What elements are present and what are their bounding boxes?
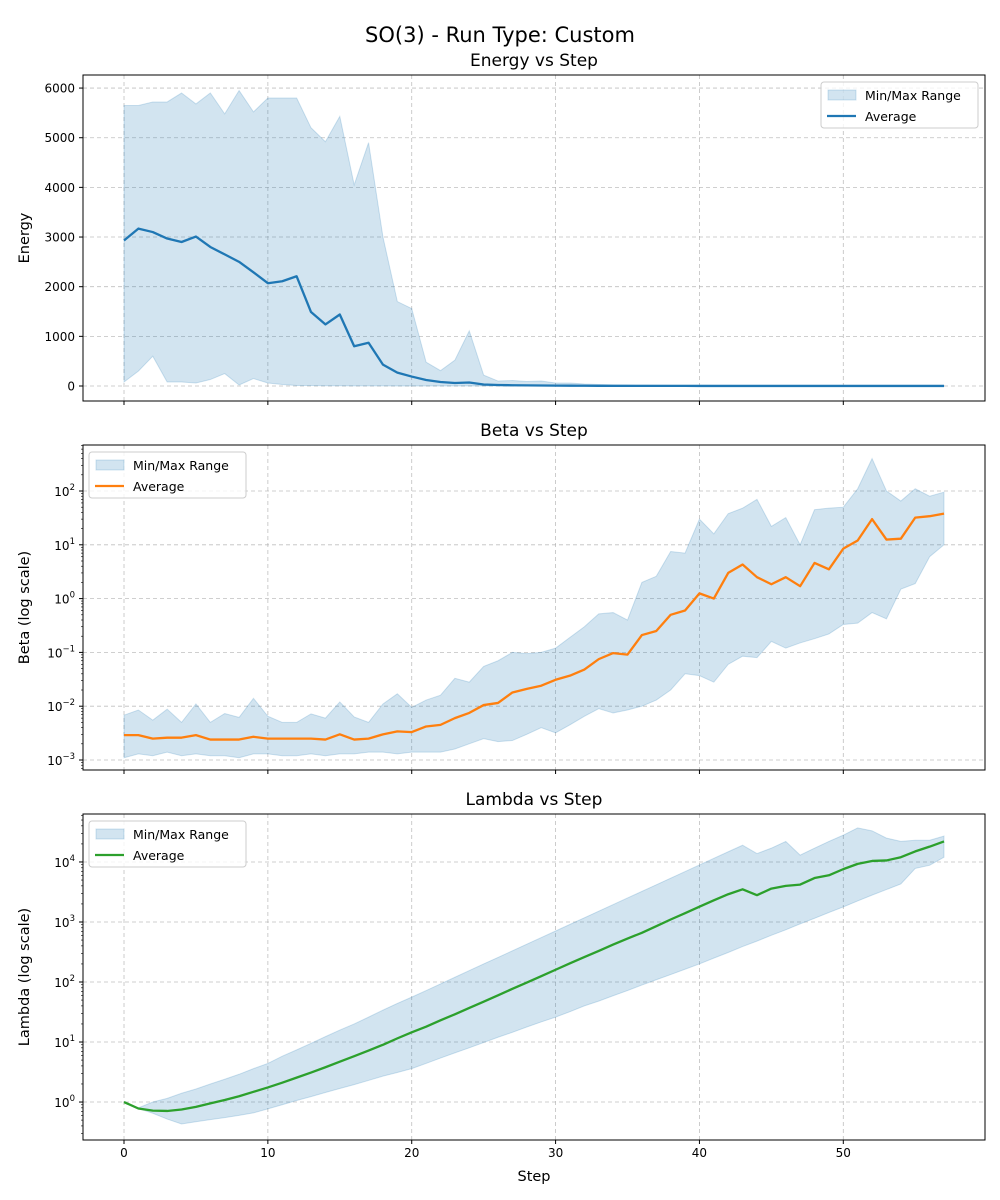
legend: Min/Max Range Average: [88, 451, 247, 499]
y-tick-label: 101: [54, 537, 75, 553]
legend: Min/Max Range Average: [820, 81, 979, 129]
y-tick-label: 2000: [44, 280, 75, 294]
x-axis-label: Step: [517, 1169, 550, 1185]
legend-label-average: Average: [133, 479, 185, 494]
y-tick-exponent: 0: [70, 1094, 75, 1104]
y-tick-base: 10: [54, 593, 69, 607]
legend-label-range: Min/Max Range: [865, 88, 961, 103]
x-tick-label: 10: [260, 1146, 275, 1160]
legend-label-average: Average: [133, 848, 185, 863]
y-tick-exponent: 3: [70, 914, 75, 924]
y-tick-label: 3000: [44, 231, 75, 245]
axes-frame: [82, 444, 986, 771]
x-tick-label: 20: [404, 1146, 419, 1160]
legend-label-range: Min/Max Range: [133, 827, 229, 842]
x-tick-label: 0: [120, 1146, 128, 1160]
y-tick-exponent: 4: [70, 854, 75, 864]
x-tick-label: 40: [692, 1146, 707, 1160]
subplot-energy-vs-step: 0 1000 2000 3000 4000 5000 6000 Energy vs Step E…: [17, 51, 986, 405]
legend-frame: [820, 81, 979, 129]
y-tick-label: 102: [54, 483, 75, 499]
y-tick-label: 0: [67, 380, 75, 394]
y-tick-base: 10: [54, 539, 69, 553]
y-tick-exponent: 0: [70, 591, 75, 601]
y-tick-label: 103: [54, 914, 75, 930]
legend: Min/Max Range Average: [88, 820, 247, 868]
subplot-title: Energy vs Step: [470, 51, 598, 71]
x-tick-label: 50: [836, 1146, 851, 1160]
axes-frame: [82, 813, 986, 1141]
y-axis-label: Beta (log scale): [17, 551, 33, 664]
y-tick-label: 104: [54, 854, 75, 870]
y-axis-label: Lambda (log scale): [17, 908, 33, 1046]
min-max-band: [123, 827, 945, 1125]
x-tick-label: 30: [548, 1146, 563, 1160]
y-tick-base: 10: [47, 646, 62, 660]
y-tick-base: 10: [54, 1096, 69, 1110]
y-axis-label: Energy: [17, 212, 33, 263]
y-tick-exponent: −3: [62, 752, 75, 762]
y-tick-label: 100: [54, 1094, 75, 1110]
y-tick-base: 10: [54, 1036, 69, 1050]
axes-frame: [82, 74, 986, 402]
y-tick-label: 5000: [44, 131, 75, 145]
y-tick-label: 10−1: [47, 644, 75, 660]
y-tick-label: 10−3: [47, 752, 75, 768]
legend-label-average: Average: [865, 109, 917, 124]
average-line: [123, 840, 945, 1113]
min-max-band: [123, 89, 945, 387]
y-tick-base: 10: [54, 916, 69, 930]
y-tick-label: 10−2: [47, 698, 75, 714]
average-line: [124, 512, 945, 741]
y-tick-base: 10: [54, 485, 69, 499]
average-line: [123, 227, 944, 388]
y-tick-base: 10: [47, 700, 62, 714]
legend-band-swatch: [95, 459, 125, 471]
y-tick-label: 1000: [44, 330, 75, 344]
y-tick-label: 100: [54, 591, 75, 607]
figure-title: SO(3) - Run Type: Custom: [365, 23, 635, 47]
subplot-title: Lambda vs Step: [466, 790, 603, 810]
min-max-band: [123, 457, 945, 759]
y-tick-base: 10: [54, 856, 69, 870]
legend-band-swatch: [827, 89, 857, 101]
y-tick-exponent: 1: [70, 1034, 75, 1044]
y-tick-exponent: 2: [70, 483, 75, 493]
y-tick-exponent: 1: [70, 537, 75, 547]
y-tick-base: 10: [54, 976, 69, 990]
y-tick-exponent: −2: [62, 698, 75, 708]
y-tick-label: 4000: [44, 181, 75, 195]
subplot-title: Beta vs Step: [480, 421, 588, 441]
legend-label-range: Min/Max Range: [133, 458, 229, 473]
y-tick-label: 102: [54, 974, 75, 990]
y-tick-exponent: −1: [62, 644, 75, 654]
y-tick-label: 6000: [44, 82, 75, 96]
y-tick-exponent: 2: [70, 974, 75, 984]
legend-frame: [88, 451, 247, 499]
legend-band-swatch: [95, 828, 125, 840]
legend-frame: [88, 820, 247, 868]
y-tick-label: 101: [54, 1034, 75, 1050]
y-tick-base: 10: [47, 754, 62, 768]
